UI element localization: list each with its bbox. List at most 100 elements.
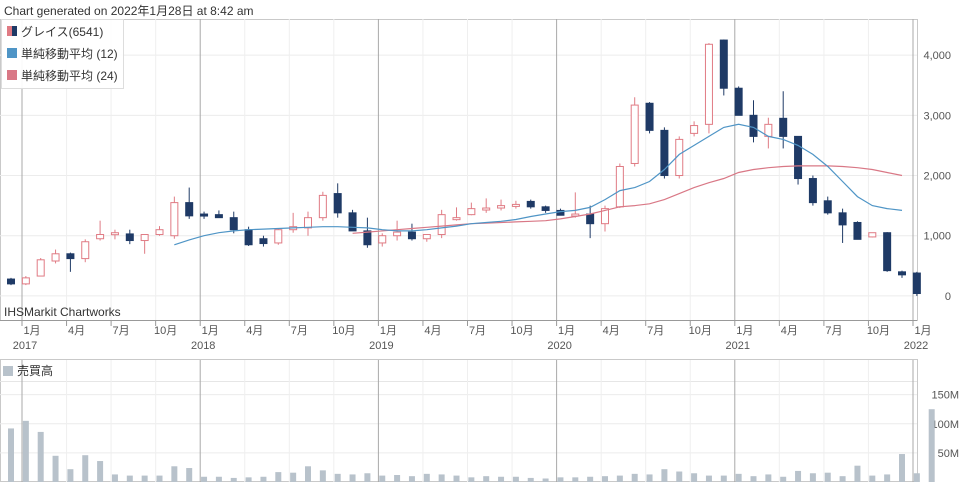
- volume-bar: [141, 475, 148, 482]
- candle-body: [214, 214, 223, 219]
- volume-legend[interactable]: 売買高: [3, 362, 53, 379]
- volume-bar: [750, 476, 757, 482]
- x-tick-label: 10月: [689, 325, 712, 337]
- volume-bar: [245, 477, 252, 482]
- volume-bar: [809, 473, 816, 482]
- candle-body: [690, 125, 699, 134]
- candle-body: [630, 104, 639, 164]
- candle-swatch-icon: [7, 26, 17, 36]
- volume-bar: [824, 472, 831, 482]
- candle-body: [393, 231, 402, 237]
- candle-body: [883, 232, 892, 272]
- volume-bar: [423, 473, 430, 482]
- candle-body: [645, 102, 654, 131]
- volume-bar: [305, 466, 311, 482]
- x-tick-label: 7月: [291, 325, 308, 337]
- volume-bar: [453, 475, 460, 482]
- candle-body: [274, 229, 283, 244]
- candle-body: [868, 232, 877, 238]
- price-y-tick-label: 3,000: [923, 110, 951, 122]
- price-y-tick-label: 4,000: [923, 50, 951, 62]
- volume-bar: [290, 472, 297, 482]
- candle-body: [526, 200, 535, 208]
- x-tick-label: 7月: [825, 325, 842, 337]
- volume-bar: [928, 409, 935, 482]
- volume-bar: [676, 471, 683, 482]
- volume-bar: [379, 475, 386, 482]
- candle-body: [838, 212, 847, 226]
- volume-bar: [111, 474, 118, 482]
- volume-bar: [275, 472, 282, 482]
- x-tick-label: 1月: [23, 325, 40, 337]
- x-tick-label: 1月: [736, 325, 753, 337]
- candle-body: [497, 205, 506, 209]
- chart-credit: IHSMarkit Chartworks: [4, 305, 121, 319]
- x-tick-label: 7月: [113, 325, 130, 337]
- volume-bar: [616, 475, 623, 482]
- legend-item-ma24[interactable]: 単純移動平均 (24): [2, 64, 123, 86]
- volume-bar: [646, 474, 653, 482]
- candle-body: [200, 213, 209, 217]
- x-tick-label: 1月: [558, 325, 575, 337]
- volume-bar: [780, 476, 787, 482]
- x-tick-label: 10月: [154, 325, 177, 337]
- candle-body: [348, 212, 357, 232]
- x-year-label: 2019: [369, 340, 393, 352]
- legend-item-ma12[interactable]: 単純移動平均 (12): [2, 42, 123, 64]
- volume-y-tick-label: 50M: [938, 448, 959, 460]
- x-tick-label: 4月: [781, 325, 798, 337]
- volume-bar: [498, 476, 505, 482]
- candle-body: [808, 178, 817, 204]
- volume-bar: [364, 473, 371, 482]
- volume-bar: [37, 431, 44, 482]
- x-tick-label: 4月: [68, 325, 85, 337]
- generated-timestamp: Chart generated on 2022年1月28日 at 8:42 am: [4, 4, 254, 18]
- volume-bar: [720, 475, 727, 482]
- candle-body: [36, 259, 45, 277]
- x-year-label: 2020: [547, 340, 571, 352]
- candle-body: [556, 209, 565, 216]
- volume-y-tick-label: 150M: [931, 390, 959, 402]
- volume-bar: [22, 420, 29, 482]
- candle-body: [912, 272, 921, 295]
- x-tick-label: 4月: [424, 325, 441, 337]
- volume-bar: [483, 476, 490, 482]
- x-tick-label: 10月: [510, 325, 533, 337]
- volume-bar: [854, 465, 861, 482]
- x-tick-label: 10月: [332, 325, 355, 337]
- candle-body: [125, 233, 134, 242]
- x-tick-label: 1月: [914, 325, 931, 337]
- candle-body: [51, 253, 60, 262]
- volume-bar: [839, 476, 846, 482]
- volume-legend-label: 売買高: [17, 364, 54, 378]
- candle-body: [21, 277, 30, 285]
- volume-bar: [260, 476, 267, 482]
- volume-bar: [631, 473, 638, 482]
- volume-bar: [319, 470, 326, 482]
- candle-body: [511, 203, 520, 207]
- candle-body: [482, 207, 491, 211]
- candle-body: [7, 278, 15, 285]
- candle-body: [378, 235, 387, 244]
- volume-panel-frame: [0, 359, 918, 482]
- candle-body: [437, 214, 446, 236]
- price-y-tick-label: 2,000: [923, 171, 951, 183]
- x-year-label: 2022: [904, 340, 928, 352]
- legend-label-candle: グレイス(6541): [21, 24, 104, 39]
- candle-body: [660, 129, 669, 177]
- volume-bar: [52, 455, 59, 482]
- volume-bar: [156, 475, 163, 482]
- volume-bar: [334, 473, 341, 482]
- ma12-swatch-icon: [7, 48, 17, 58]
- legend-item-candle[interactable]: グレイス(6541): [2, 20, 123, 42]
- volume-bar: [527, 477, 534, 482]
- candle-body: [719, 39, 728, 89]
- volume-bar: [82, 455, 89, 482]
- candle-body: [244, 229, 253, 246]
- candle-body: [363, 230, 372, 246]
- volume-bar: [438, 474, 445, 482]
- candle-body: [333, 193, 342, 214]
- x-tick-label: 4月: [246, 325, 263, 337]
- candle-body: [81, 241, 90, 260]
